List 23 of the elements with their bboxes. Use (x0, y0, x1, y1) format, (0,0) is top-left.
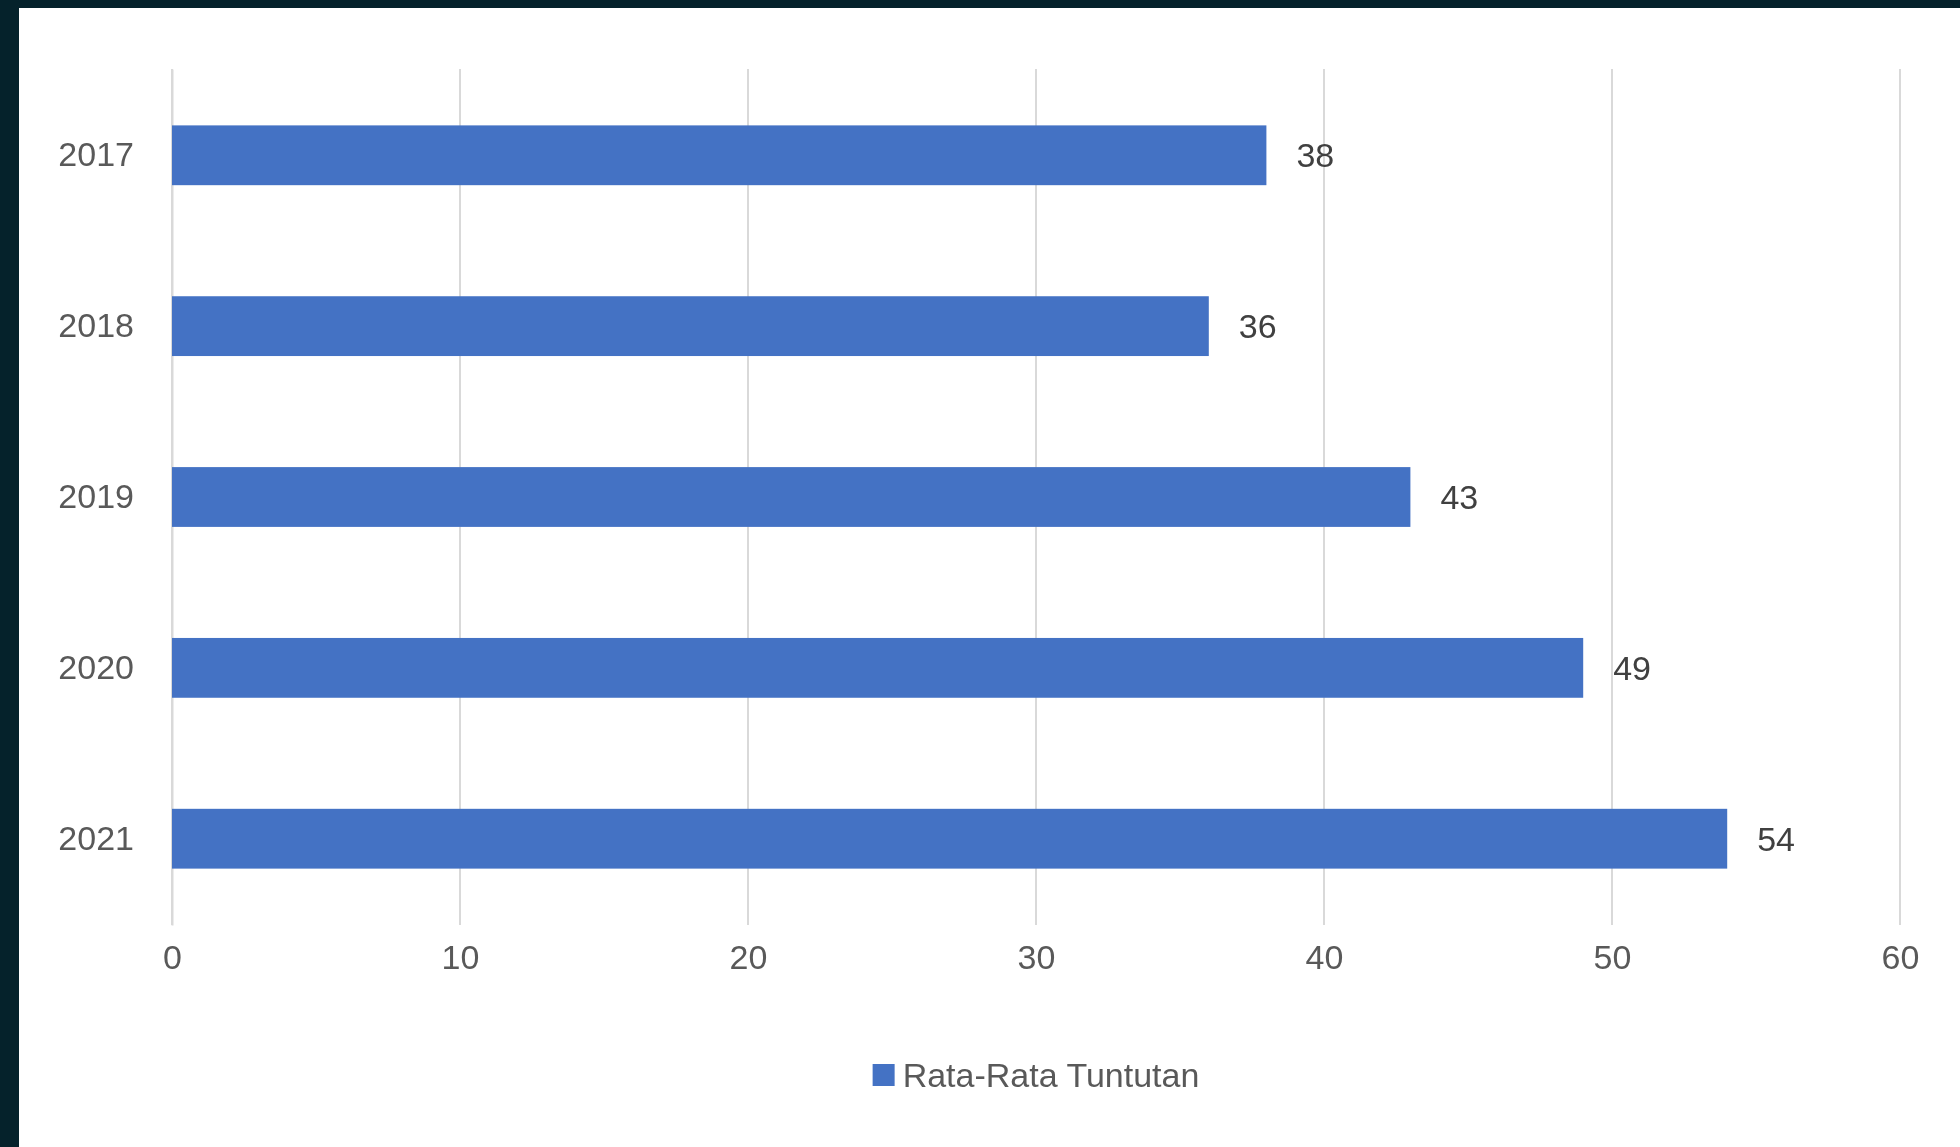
y-tick-label: 2020 (58, 647, 134, 686)
x-tick-label: 40 (1305, 938, 1344, 977)
x-tick-label: 0 (163, 938, 182, 977)
x-tick-label: 50 (1593, 938, 1632, 977)
legend-label: Rata-Rata Tuntutan (902, 1055, 1200, 1094)
bar (172, 467, 1411, 527)
y-tick-label: 2017 (58, 135, 134, 174)
bar (172, 296, 1209, 357)
data-label: 54 (1757, 819, 1796, 858)
x-tick-label: 20 (729, 938, 768, 977)
y-tick-label: 2018 (58, 306, 134, 345)
y-tick-label: 2019 (58, 476, 134, 515)
data-label: 49 (1613, 648, 1652, 687)
y-tick-label: 2021 (58, 818, 134, 857)
bar (172, 637, 1584, 698)
x-tick-label: 10 (441, 938, 480, 977)
x-tick-label: 60 (1881, 938, 1920, 977)
data-label: 38 (1296, 136, 1335, 175)
data-label: 36 (1238, 307, 1277, 346)
data-label: 43 (1440, 477, 1479, 516)
bar (172, 125, 1267, 186)
x-tick-label: 30 (1017, 938, 1056, 977)
bar (172, 808, 1728, 869)
